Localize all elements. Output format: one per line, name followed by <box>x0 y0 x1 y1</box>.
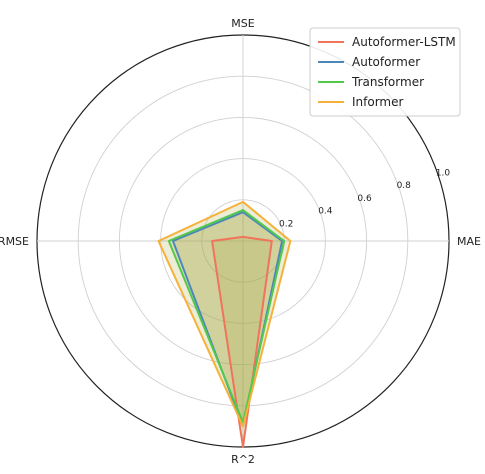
axis-label-r-2: R^2 <box>231 453 255 466</box>
series-lines <box>157 200 292 448</box>
legend-label-informer: Informer <box>352 95 404 109</box>
series-fill-autoformer <box>173 212 283 427</box>
legend: Autoformer-LSTM Autoformer Transformer Info… <box>309 27 461 117</box>
radar-spokes <box>37 35 449 447</box>
legend-label-transformer: Transformer <box>351 75 424 89</box>
series-fill-informer <box>158 201 291 427</box>
radial-tick-label: 0.2 <box>279 219 293 229</box>
axis-label-mae: MAE <box>457 235 481 248</box>
legend-label-autoformer: Autoformer <box>352 55 420 69</box>
series-line-informer <box>157 200 292 428</box>
series-line-transformer <box>167 209 286 424</box>
series-line-autoformer-lstm <box>211 235 273 448</box>
axis-labels: MSE MAE R^2 RMSE <box>0 17 481 466</box>
series-fill-transformer <box>168 210 285 423</box>
axis-label-rmse: RMSE <box>0 235 29 248</box>
radial-tick-label: 0.6 <box>357 194 372 204</box>
radial-tick-labels: 0.2 0.4 0.6 0.8 1.0 <box>279 168 450 229</box>
radial-tick-label: 0.4 <box>318 207 333 217</box>
radial-tick-label: 0.8 <box>397 181 412 191</box>
axis-label-mse: MSE <box>231 17 254 30</box>
legend-label-autoformer-lstm: Autoformer-LSTM <box>352 35 456 49</box>
legend-frame <box>309 27 461 117</box>
series-fills <box>158 201 291 447</box>
radial-tick-label: 1.0 <box>436 168 451 178</box>
series-fill-autoformer-lstm <box>212 236 272 447</box>
